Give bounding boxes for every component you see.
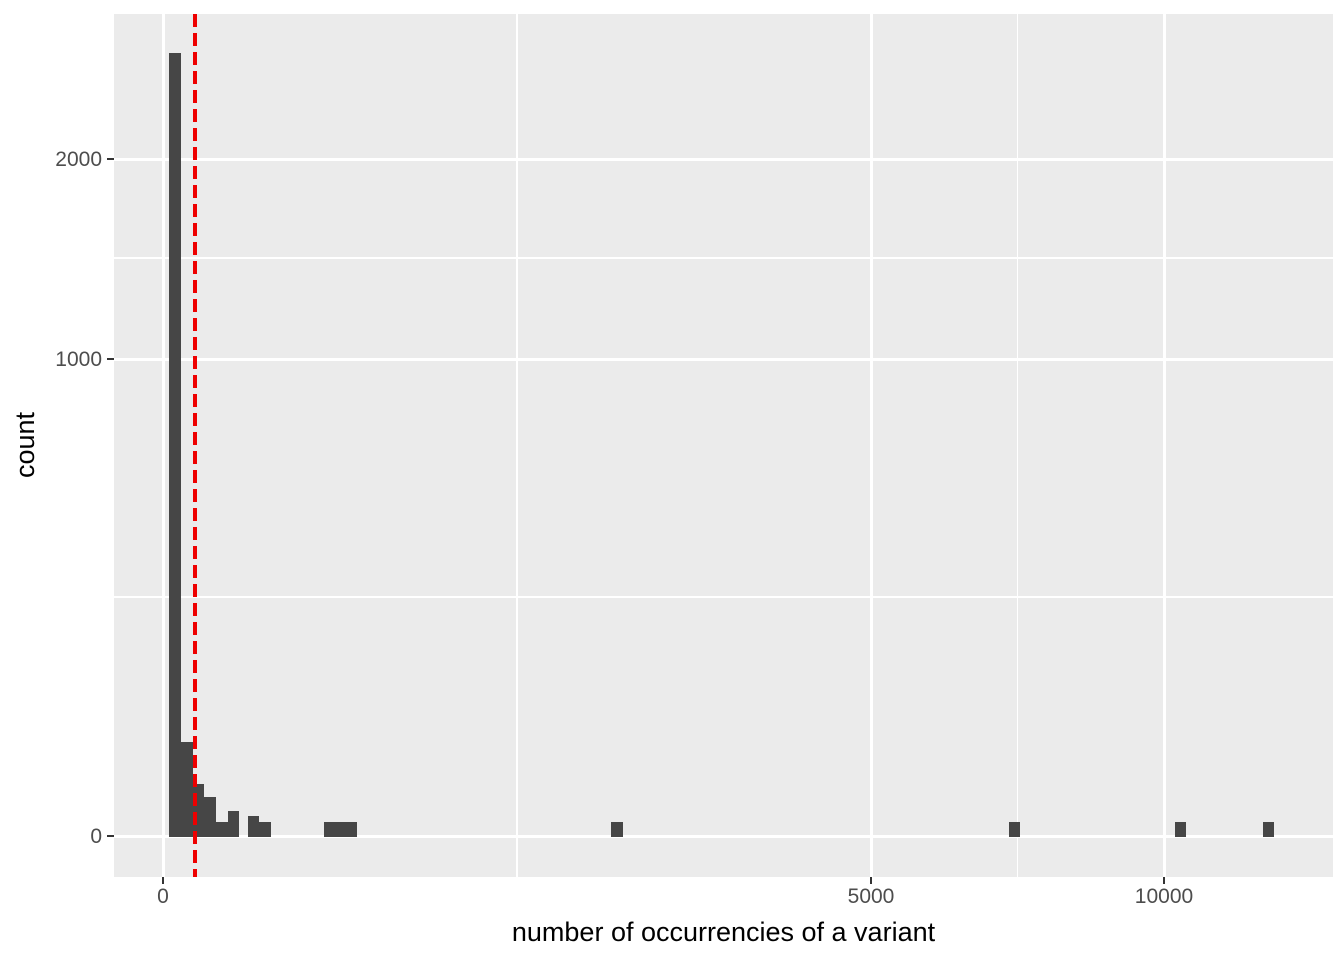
- x-tick-label: 10000: [1134, 885, 1194, 908]
- x-minor-gridline: [1016, 14, 1019, 877]
- x-major-gridline: [161, 14, 165, 877]
- y-tick-label: 1000: [55, 347, 102, 371]
- y-major-gridline: [114, 357, 1333, 361]
- histogram-bar: [1262, 822, 1275, 837]
- y-tick-mark: [107, 834, 114, 838]
- x-tick-mark: [869, 877, 873, 884]
- histogram-bar: [247, 816, 260, 837]
- y-major-gridline: [114, 834, 1333, 838]
- histogram-bar: [259, 822, 271, 837]
- y-tick-label: 0: [90, 824, 102, 848]
- histogram-bar: [192, 784, 205, 837]
- x-minor-gridline: [516, 14, 518, 877]
- histogram-bar: [204, 797, 216, 837]
- plot-panel: [114, 14, 1333, 877]
- histogram-bar: [611, 822, 624, 837]
- x-axis-title: number of occurrencies of a variant: [511, 917, 936, 947]
- histogram-bar: [181, 742, 193, 837]
- x-major-gridline: [869, 14, 873, 877]
- x-tick-mark: [161, 877, 165, 884]
- y-minor-gridline: [114, 257, 1333, 259]
- y-axis-title: count: [10, 411, 40, 479]
- y-tick-label: 2000: [55, 147, 102, 171]
- x-tick-mark: [1162, 877, 1166, 884]
- y-tick-mark: [107, 157, 114, 161]
- histogram-bar: [1174, 822, 1187, 837]
- y-minor-gridline: [114, 596, 1333, 598]
- histogram-bar: [216, 822, 228, 837]
- x-tick-label: 0: [157, 885, 169, 908]
- x-tick-label: 5000: [847, 885, 895, 908]
- y-major-gridline: [114, 157, 1333, 161]
- histogram-bar: [169, 53, 181, 837]
- histogram-bar: [1008, 822, 1021, 837]
- x-major-gridline: [1162, 14, 1166, 877]
- histogram-bar: [324, 822, 357, 837]
- histogram-bar: [227, 811, 240, 837]
- y-tick-mark: [107, 357, 114, 361]
- threshold-line: [193, 14, 197, 877]
